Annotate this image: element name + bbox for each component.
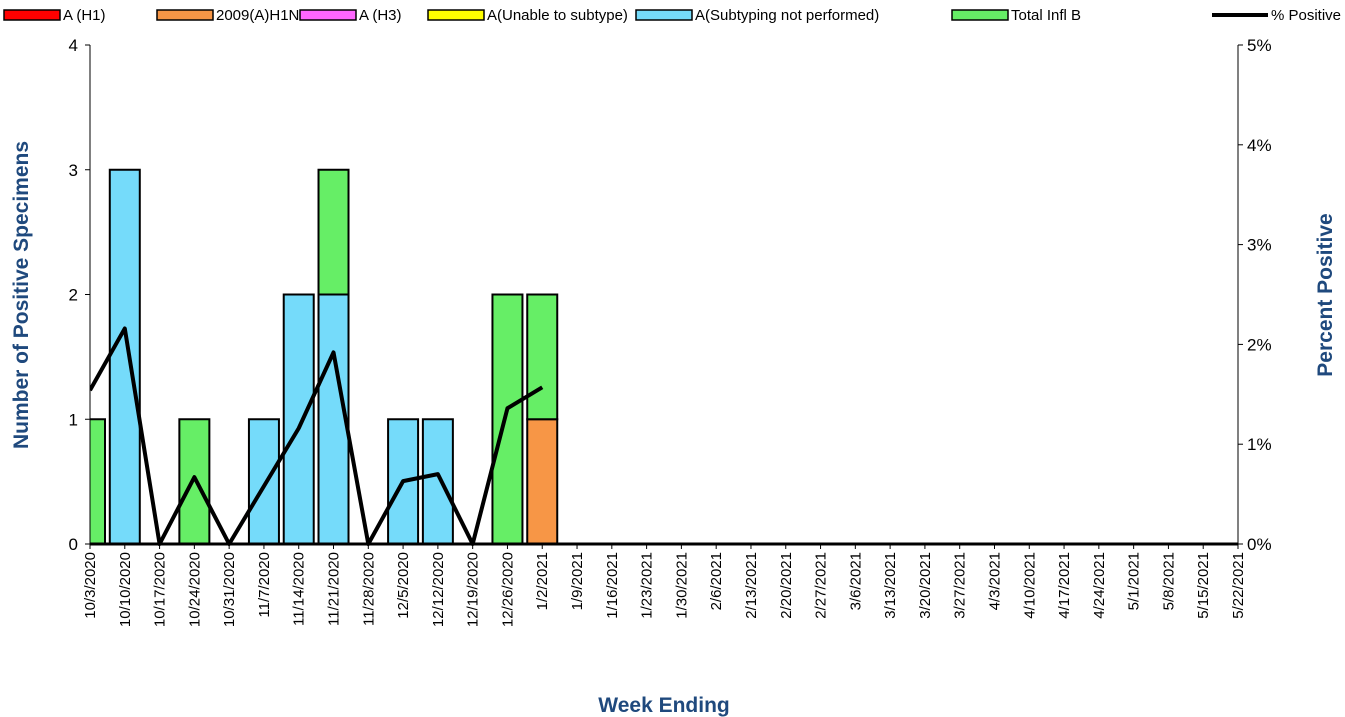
x-tick-label: 12/5/2020	[395, 552, 412, 619]
y2-tick-label: 2%	[1247, 335, 1272, 354]
x-tick-label: 3/27/2021	[952, 552, 969, 619]
bar	[90, 418, 106, 545]
plot-area	[90, 168, 559, 546]
legend-label: Total Infl B	[1011, 7, 1081, 24]
y-tick-label: 1	[69, 410, 78, 429]
x-tick-label: 1/2/2021	[534, 552, 551, 610]
legend-label: 2009(A)H1N1	[216, 7, 308, 24]
bar	[317, 293, 350, 545]
y-tick-label: 0	[69, 535, 78, 554]
y-axis-title: Number of Positive Specimens	[10, 141, 33, 449]
x-axis-title: Week Ending	[598, 694, 729, 717]
bar	[178, 418, 211, 545]
x-tick-label: 2/20/2021	[778, 552, 795, 619]
y2-tick-label: 4%	[1247, 136, 1272, 155]
y2-axis-title: Percent Positive	[1314, 213, 1337, 376]
bar	[526, 418, 559, 545]
legend-swatch	[951, 9, 1009, 21]
x-tick-label: 11/21/2020	[326, 552, 343, 626]
x-tick-label: 1/23/2021	[639, 552, 656, 619]
x-tick-label: 12/26/2020	[499, 552, 516, 627]
bar	[526, 293, 559, 421]
x-tick-label: 2/13/2021	[743, 552, 760, 619]
bar	[421, 418, 454, 545]
x-tick-label: 1/9/2021	[569, 552, 586, 610]
x-tick-label: 12/12/2020	[430, 552, 447, 627]
x-tick-label: 3/20/2021	[917, 552, 934, 619]
x-tick-label: 3/13/2021	[882, 552, 899, 619]
x-tick-label: 10/17/2020	[152, 552, 169, 627]
legend-label: A (H1)	[63, 7, 106, 24]
x-tick-label: 2/6/2021	[708, 552, 725, 610]
x-tick-label: 4/10/2021	[1021, 552, 1038, 619]
x-tick-label: 1/30/2021	[673, 552, 690, 619]
x-tick-label: 4/24/2021	[1091, 552, 1108, 619]
x-tick-label: 2/27/2021	[813, 552, 830, 619]
legend-swatch	[427, 9, 485, 21]
legend-label: A(Unable to subtype)	[487, 7, 628, 24]
x-tick-label: 5/22/2021	[1230, 552, 1247, 619]
bar	[491, 293, 524, 545]
x-tick-label: 1/16/2021	[604, 552, 621, 619]
x-tick-label: 10/31/2020	[221, 552, 238, 627]
y2-tick-label: 5%	[1247, 36, 1272, 55]
legend-label: A (H3)	[359, 7, 402, 24]
y2-tick-label: 3%	[1247, 236, 1272, 255]
y-tick-label: 2	[69, 286, 78, 305]
y2-tick-label: 1%	[1247, 435, 1272, 454]
x-tick-label: 4/3/2021	[986, 552, 1003, 610]
x-tick-label: 10/24/2020	[186, 552, 203, 627]
y2-tick-label: 0%	[1247, 535, 1272, 554]
x-tick-label: 11/28/2020	[360, 552, 377, 626]
x-tick-label: 10/3/2020	[82, 552, 99, 619]
x-tick-label: 12/19/2020	[465, 552, 482, 627]
x-tick-label: 3/6/2021	[847, 552, 864, 610]
x-tick-label: 4/17/2021	[1056, 552, 1073, 619]
y-tick-label: 3	[69, 161, 78, 180]
legend-label: % Positive	[1271, 7, 1341, 24]
x-tick-label: 5/1/2021	[1126, 552, 1143, 610]
x-tick-label: 10/10/2020	[117, 552, 134, 627]
legend-swatch	[156, 9, 214, 21]
legend-label: A(Subtyping not performed)	[695, 7, 879, 24]
bar	[317, 168, 350, 296]
x-tick-label: 5/8/2021	[1160, 552, 1177, 610]
y-tick-label: 4	[69, 36, 78, 55]
x-tick-label: 11/7/2020	[256, 552, 273, 618]
legend-swatch	[299, 9, 357, 21]
line	[90, 326, 544, 546]
legend-swatch	[3, 9, 61, 21]
legend-swatch	[635, 9, 693, 21]
x-tick-label: 5/15/2021	[1195, 552, 1212, 619]
x-tick-label: 11/14/2020	[291, 552, 308, 626]
bar	[247, 418, 280, 545]
bar	[108, 168, 141, 545]
bar	[282, 293, 315, 545]
